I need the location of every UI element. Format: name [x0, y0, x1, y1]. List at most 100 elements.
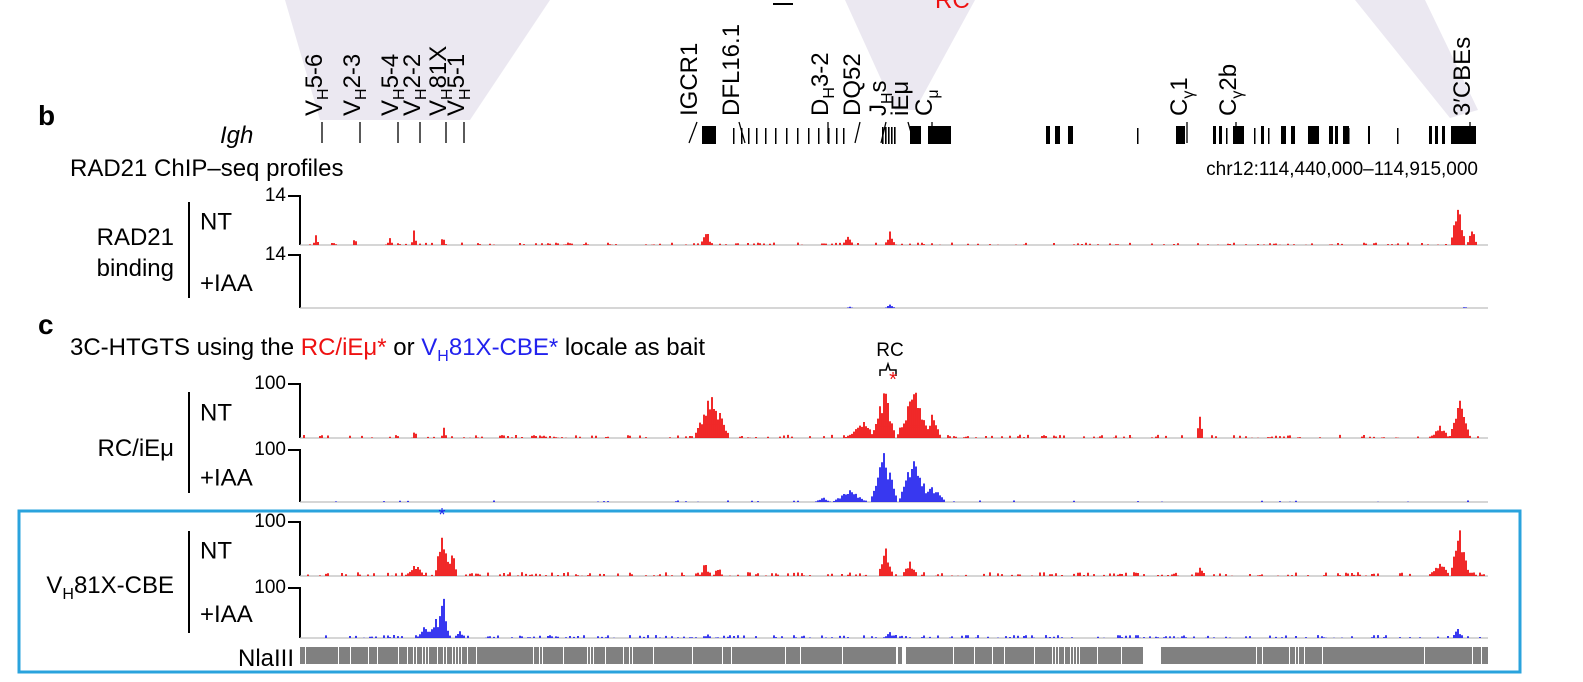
track-rad21-nt-label: NT — [200, 208, 232, 235]
nlaiii-site — [1097, 647, 1098, 664]
nlaiii-site — [1079, 647, 1080, 664]
nlaiii-site — [905, 647, 906, 664]
feature-label-15: 3′CBEs — [1449, 37, 1476, 116]
track-rad21-nt-signal — [309, 209, 1477, 245]
group-label-vh81x-main: V — [46, 572, 62, 599]
locus-label: Igh — [220, 122, 253, 149]
nlaiii-site — [350, 647, 351, 664]
ch-segment-2 — [1254, 128, 1256, 144]
gene-segment-16 — [1343, 126, 1349, 144]
track-rc-iaa-axis — [288, 449, 301, 502]
gene-segment-11 — [1281, 126, 1286, 144]
track-vh81x-iaa-signal — [325, 598, 1481, 638]
nlaiii-site — [563, 647, 564, 664]
gene-segment-18 — [1429, 126, 1432, 144]
jh-segment-3 — [891, 127, 893, 144]
gene-segment-14 — [1329, 126, 1333, 144]
gene-segment-12 — [1291, 126, 1295, 144]
nlaiii-site — [539, 647, 540, 664]
dh-segment-2 — [748, 128, 750, 144]
nlaiii-site — [587, 647, 588, 664]
nlaiii-site — [443, 647, 444, 664]
genomic-coordinates: chr12:114,440,000–114,915,000 — [1206, 159, 1478, 180]
nlaiii-site — [1055, 647, 1056, 664]
wedge-vh — [285, 0, 550, 120]
feature-ticks — [321, 121, 1471, 144]
gene-segment-3 — [1046, 126, 1050, 144]
nlaiii-site — [632, 647, 633, 664]
track-vh81x-iaa-max-label: 100 — [254, 577, 286, 598]
track-vh81x-iaa-axis — [288, 587, 301, 638]
nlaiii-site — [1289, 647, 1290, 664]
nlaiii-site — [1052, 647, 1053, 664]
nlaiii-site — [425, 647, 426, 664]
gene-segment-8 — [1219, 126, 1222, 144]
group-label-rc: RC/iEμ — [98, 435, 175, 462]
nlaiii-site — [338, 647, 339, 664]
title-pre: 3C-HTGTS using the — [70, 334, 301, 361]
feature-label-9: DQ52 — [839, 53, 866, 116]
gene-segment-6 — [1176, 126, 1185, 144]
track-rad21-nt-max-label: 14 — [265, 185, 287, 206]
dh-segment-10 — [828, 128, 830, 144]
feature-label-14: Cγ2b — [1215, 64, 1246, 116]
section-title-rad21: RAD21 ChIP–seq profiles — [70, 155, 343, 182]
nlaiii-site — [800, 647, 801, 664]
vh81x-asterisk: * — [438, 505, 445, 525]
title-blue-main: V — [421, 334, 437, 361]
dh-segment-9 — [818, 128, 820, 144]
gene-segment-20 — [1442, 126, 1445, 144]
nlaiii-site — [974, 647, 975, 664]
track-vh81x-nt-max-label: 100 — [254, 511, 286, 532]
track-rc-nt-axis — [288, 383, 301, 438]
track-vh81x-iaa: 100+IAA — [200, 577, 1488, 639]
track-vh81x-nt-label: NT — [200, 538, 232, 565]
dh-segment-6 — [786, 128, 788, 144]
tracks-vh81x: 100 NT 100+IAA — [200, 511, 1488, 639]
gene-segment-4 — [1055, 126, 1060, 144]
nlaiii-site — [629, 647, 630, 664]
panel-letter-c: c — [38, 309, 54, 340]
nlaiii-site — [452, 647, 453, 664]
feature-label-8: DH3-2 — [807, 52, 838, 116]
nlaiii-site — [953, 647, 954, 664]
title-blue-sub: H — [437, 348, 449, 365]
dh-segment-4 — [765, 128, 767, 144]
nlaiii-site — [692, 647, 693, 664]
nlaiii-site — [305, 647, 306, 664]
track-rc-nt-max-label: 100 — [254, 373, 286, 394]
track-rc-iaa-label: +IAA — [200, 464, 253, 491]
ch-segment-3 — [1268, 128, 1270, 144]
nlaiii-site — [1304, 647, 1305, 664]
feature-label-7: DFL16.1 — [718, 24, 745, 116]
jh-segment-4 — [894, 127, 896, 144]
track-rc-iaa: 100+IAA — [200, 439, 1488, 503]
nlaiii-label: NlaIII — [238, 645, 294, 672]
group-label-rad21-line2: binding — [97, 255, 174, 282]
nlaiii-site — [461, 647, 462, 664]
nlaiii-site — [422, 647, 423, 664]
track-rad21-iaa-label: +IAA — [200, 270, 253, 297]
nlaiii-site — [1424, 647, 1425, 664]
track-rad21-nt: 14 NT — [200, 185, 1488, 246]
nlaiii-site — [785, 647, 786, 664]
gene-segment-17 — [1368, 126, 1370, 144]
nlaiii-site — [1295, 647, 1296, 664]
feature-label-11: iEμ — [887, 81, 914, 116]
track-vh81x-nt-signal — [307, 530, 1485, 576]
feature-label-5: VH5-1 — [443, 54, 474, 116]
group-label-rc-main: RC/iEμ — [98, 435, 175, 462]
ch-segment-4 — [1348, 128, 1350, 144]
feature-label-0: VH5-6 — [301, 54, 332, 116]
gene-segment-21 — [1451, 126, 1476, 144]
feature-label-2: VH5-4 — [377, 54, 408, 116]
rc-label: RC — [876, 340, 903, 361]
nlaiii-site — [476, 647, 477, 664]
group-label-rad21-line1: RAD21 — [97, 224, 174, 251]
nlaiii-gap-3 — [902, 646, 905, 665]
gene-segment-10 — [1261, 126, 1264, 144]
gene-map — [702, 126, 1476, 144]
feature-tick-9 — [854, 121, 861, 144]
nlaiii-site — [623, 647, 624, 664]
nlaiii-site — [1262, 647, 1263, 664]
